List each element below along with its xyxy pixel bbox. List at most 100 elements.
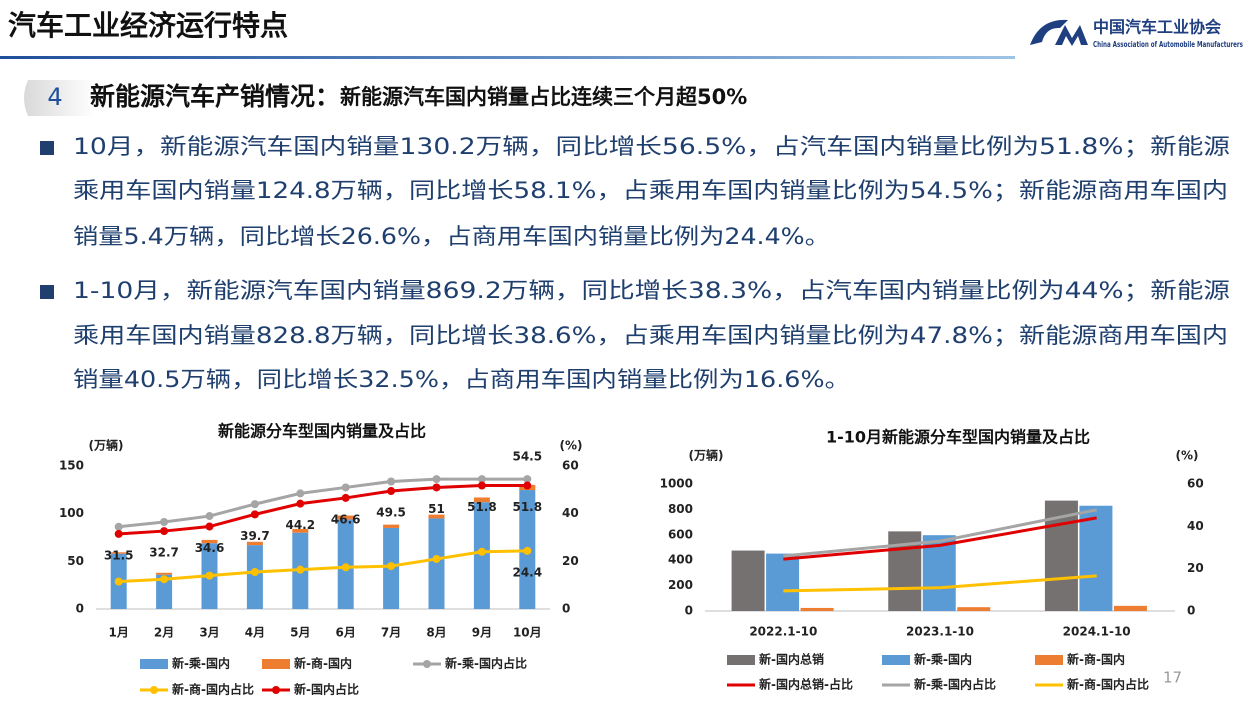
data-label: 34.6 (195, 541, 225, 555)
legend-swatch (1035, 655, 1063, 665)
y2-tick-label: 0 (1187, 604, 1195, 618)
org-name: 中国汽车工业协会 (1093, 18, 1221, 37)
bar (766, 553, 800, 611)
bar (110, 552, 127, 554)
y-axis-unit: (万辆) (89, 438, 124, 453)
y2-tick-label: 20 (562, 554, 579, 568)
x-tick-label: 9月 (472, 626, 492, 640)
legend-swatch (262, 659, 290, 669)
title-rule (0, 56, 1015, 59)
line-marker (387, 477, 396, 486)
x-tick-label: 4月 (245, 626, 265, 640)
y-tick-label: 800 (668, 502, 693, 516)
line-marker (205, 522, 214, 531)
legend-swatch (882, 655, 910, 665)
slide-title: 汽车工业经济运行特点 (8, 9, 288, 42)
section-heading: 新能源汽车产销情况：新能源汽车国内销量占比连续三个月超50% (90, 82, 747, 111)
bullet-line: 销量40.5万辆，同比增长32.5%，占商用车国内销量比例为16.6%。 (73, 368, 850, 393)
line-marker (341, 493, 350, 502)
org-name-en: China Association of Automobile Manufact… (1093, 40, 1243, 49)
line-marker (523, 481, 532, 490)
bar (428, 518, 445, 609)
line-marker (296, 499, 305, 508)
bar (246, 541, 263, 546)
bar (383, 524, 400, 528)
x-tick-label: 5月 (290, 626, 310, 640)
x-tick-label: 2024.1-10 (1063, 625, 1131, 639)
legend-label: 新-乘-国内 (914, 652, 972, 667)
data-label: 31.5 (104, 548, 134, 562)
data-label: 51.8 (512, 500, 542, 514)
bullet-square (40, 141, 54, 155)
legend-label: 新-商-国内 (1067, 652, 1125, 667)
line-marker (477, 481, 486, 490)
data-label: 54.5 (512, 450, 542, 464)
bar (156, 572, 173, 575)
legend-label: 新-商-国内占比 (172, 682, 254, 697)
line (118, 477, 528, 529)
y-tick-label: 200 (668, 578, 693, 592)
line (783, 516, 1097, 561)
legend-label: 新-商-国内占比 (1067, 677, 1149, 692)
line-marker (523, 546, 532, 555)
legend-label: 新-国内总销-占比 (759, 677, 853, 692)
line (783, 574, 1097, 593)
line-marker (160, 527, 169, 536)
line (783, 508, 1097, 558)
data-label: 24.4 (512, 565, 542, 579)
bullet-line: 乘用车国内销量828.8万辆，同比增长38.6%，占乘用车国内销量比例为47.8… (73, 324, 1228, 349)
y-tick-label: 400 (668, 553, 693, 567)
line-marker (432, 483, 441, 492)
legend-swatch (727, 655, 755, 665)
chart: 1-10月新能源分车型国内销量及占比(万辆) (%)020040060080010… (660, 428, 1204, 692)
y2-tick-label: 60 (1187, 477, 1204, 491)
y-tick-label: 100 (59, 506, 84, 520)
line-marker (250, 510, 259, 519)
section-text: 新能源汽车国内销量占比连续三个月超50% (340, 85, 747, 109)
logo-mark (1030, 19, 1088, 46)
line-marker (205, 571, 214, 580)
bullet-square (40, 285, 54, 299)
x-tick-label: 3月 (199, 626, 219, 640)
x-tick-label: 2月 (154, 626, 174, 640)
data-label: 51 (428, 502, 445, 516)
line-marker (477, 547, 486, 556)
y-tick-label: 50 (67, 554, 84, 568)
line-marker (160, 575, 169, 584)
y-tick-label: 600 (668, 527, 693, 541)
line (118, 484, 528, 536)
bar (731, 550, 765, 611)
section-badge (24, 80, 95, 116)
line-marker (523, 475, 532, 484)
bar (337, 515, 354, 520)
y2-tick-label: 40 (1187, 519, 1204, 533)
x-tick-label: 7月 (381, 626, 401, 640)
data-label: 51.8 (467, 500, 497, 514)
line-marker (387, 562, 396, 571)
legend-swatch (140, 659, 168, 669)
legend-marker (272, 686, 280, 694)
y2-tick-label: 60 (562, 459, 579, 473)
section-number: 4 (47, 83, 62, 111)
bullet-line: 乘用车国内销量124.8万辆，同比增长58.1%，占乘用车国内销量比例为54.5… (73, 179, 1228, 204)
legend-label: 新-商-国内 (294, 656, 352, 671)
line-marker (296, 565, 305, 574)
chart-title: 1-10月新能源分车型国内销量及占比 (826, 428, 1090, 447)
line-marker (341, 483, 350, 492)
y-tick-label: 0 (685, 604, 693, 618)
line-marker (160, 518, 169, 527)
x-tick-label: 1月 (109, 626, 129, 640)
x-tick-label: 2023.1-10 (906, 625, 974, 639)
line-marker (250, 568, 259, 577)
data-label: 44.2 (285, 518, 315, 532)
y-tick-label: 150 (59, 459, 84, 473)
line-marker (296, 489, 305, 498)
bar (1113, 605, 1147, 611)
line (118, 549, 528, 584)
chart-title: 新能源分车型国内销量及占比 (218, 422, 426, 441)
section-label: 新能源汽车产销情况： (90, 82, 340, 111)
line-marker (387, 487, 396, 496)
line-marker (114, 522, 123, 531)
legend-label: 新-乘-国内 (172, 656, 230, 671)
